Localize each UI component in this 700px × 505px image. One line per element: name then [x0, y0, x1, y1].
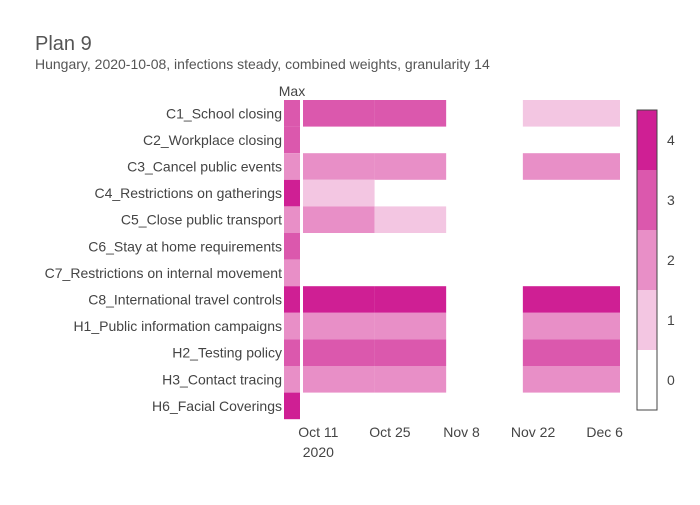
heatmap-cell: [522, 153, 620, 180]
heatmap-cell: [303, 312, 375, 340]
colorbar: 0 1 2 3 4: [636, 109, 675, 411]
chart-subtitle: Hungary, 2020-10-08, infections steady, …: [35, 56, 490, 72]
max-cell: [284, 392, 300, 420]
max-column-label: Max: [279, 83, 305, 99]
x-tick-label: Oct 11: [298, 424, 338, 440]
x-tick-label: Nov 22: [511, 424, 556, 440]
x-tick-sublabel: 2020: [303, 444, 334, 460]
colorbar-tick-label: 3: [667, 192, 675, 208]
heatmap-cell: [303, 153, 375, 180]
heatmap-cells: [303, 100, 620, 393]
heatmap-cell: [374, 366, 447, 393]
row-label: H1_Public information campaigns: [73, 318, 282, 334]
row-label: H2_Testing policy: [172, 345, 282, 361]
row-label: C5_Close public transport: [121, 212, 282, 228]
heatmap-cell: [374, 339, 447, 366]
max-cell: [284, 153, 300, 180]
max-cell: [284, 259, 300, 287]
x-tick-label: Dec 6: [586, 424, 623, 440]
max-cell: [284, 126, 300, 154]
row-label: C7_Restrictions on internal movement: [45, 265, 282, 281]
colorbar-segment: [637, 170, 657, 230]
heatmap-cell: [374, 286, 447, 313]
colorbar-tick-label: 4: [667, 132, 675, 148]
max-cell: [284, 233, 300, 260]
colorbar-segment: [637, 110, 657, 170]
row-label: C1_School closing: [166, 105, 282, 121]
heatmap-cell: [374, 206, 447, 233]
heatmap-cell: [522, 286, 620, 313]
row-label: C3_Cancel public events: [127, 159, 282, 175]
row-label: C8_International travel controls: [88, 292, 282, 308]
colorbar-segment: [637, 350, 657, 410]
heatmap-cell: [374, 153, 447, 180]
heatmap-cell: [303, 179, 375, 207]
heatmap-cell: [522, 312, 620, 340]
row-labels: C1_School closing C2_Workplace closing C3_…: [45, 105, 282, 414]
colorbar-tick-label: 2: [667, 252, 675, 268]
colorbar-tick-label: 0: [667, 372, 675, 388]
colorbar-segment: [637, 290, 657, 350]
x-tick-label: Nov 8: [443, 424, 480, 440]
max-cell: [284, 312, 300, 340]
heatmap-cell: [522, 100, 620, 127]
max-cell: [284, 206, 300, 233]
max-cell: [284, 366, 300, 393]
row-label: H3_Contact tracing: [162, 371, 282, 387]
heatmap-cell: [303, 339, 375, 366]
max-cell: [284, 100, 300, 127]
row-label: C6_Stay at home requirements: [88, 238, 282, 254]
heatmap-cell: [374, 100, 447, 127]
heatmap-cell: [303, 286, 375, 313]
heatmap-cell: [303, 100, 375, 127]
heatmap-cell: [374, 312, 447, 340]
heatmap-cell: [522, 339, 620, 366]
max-cell: [284, 179, 300, 207]
row-label: C4_Restrictions on gatherings: [94, 185, 282, 201]
max-column: [284, 100, 300, 420]
heatmap-cell: [303, 366, 375, 393]
chart-title: Plan 9: [35, 33, 92, 55]
row-label: C2_Workplace closing: [143, 132, 282, 148]
heatmap-cell: [522, 366, 620, 393]
x-tick-label: Oct 25: [369, 424, 410, 440]
max-cell: [284, 339, 300, 366]
x-axis-ticks: Oct 11 2020 Oct 25 Nov 8 Nov 22 Dec 6: [298, 424, 623, 460]
heatmap-cell: [303, 206, 375, 233]
colorbar-tick-label: 1: [667, 312, 675, 328]
colorbar-segment: [637, 230, 657, 290]
max-cell: [284, 286, 300, 313]
colorbar-outline: [636, 109, 658, 411]
row-label: H6_Facial Coverings: [152, 398, 282, 414]
